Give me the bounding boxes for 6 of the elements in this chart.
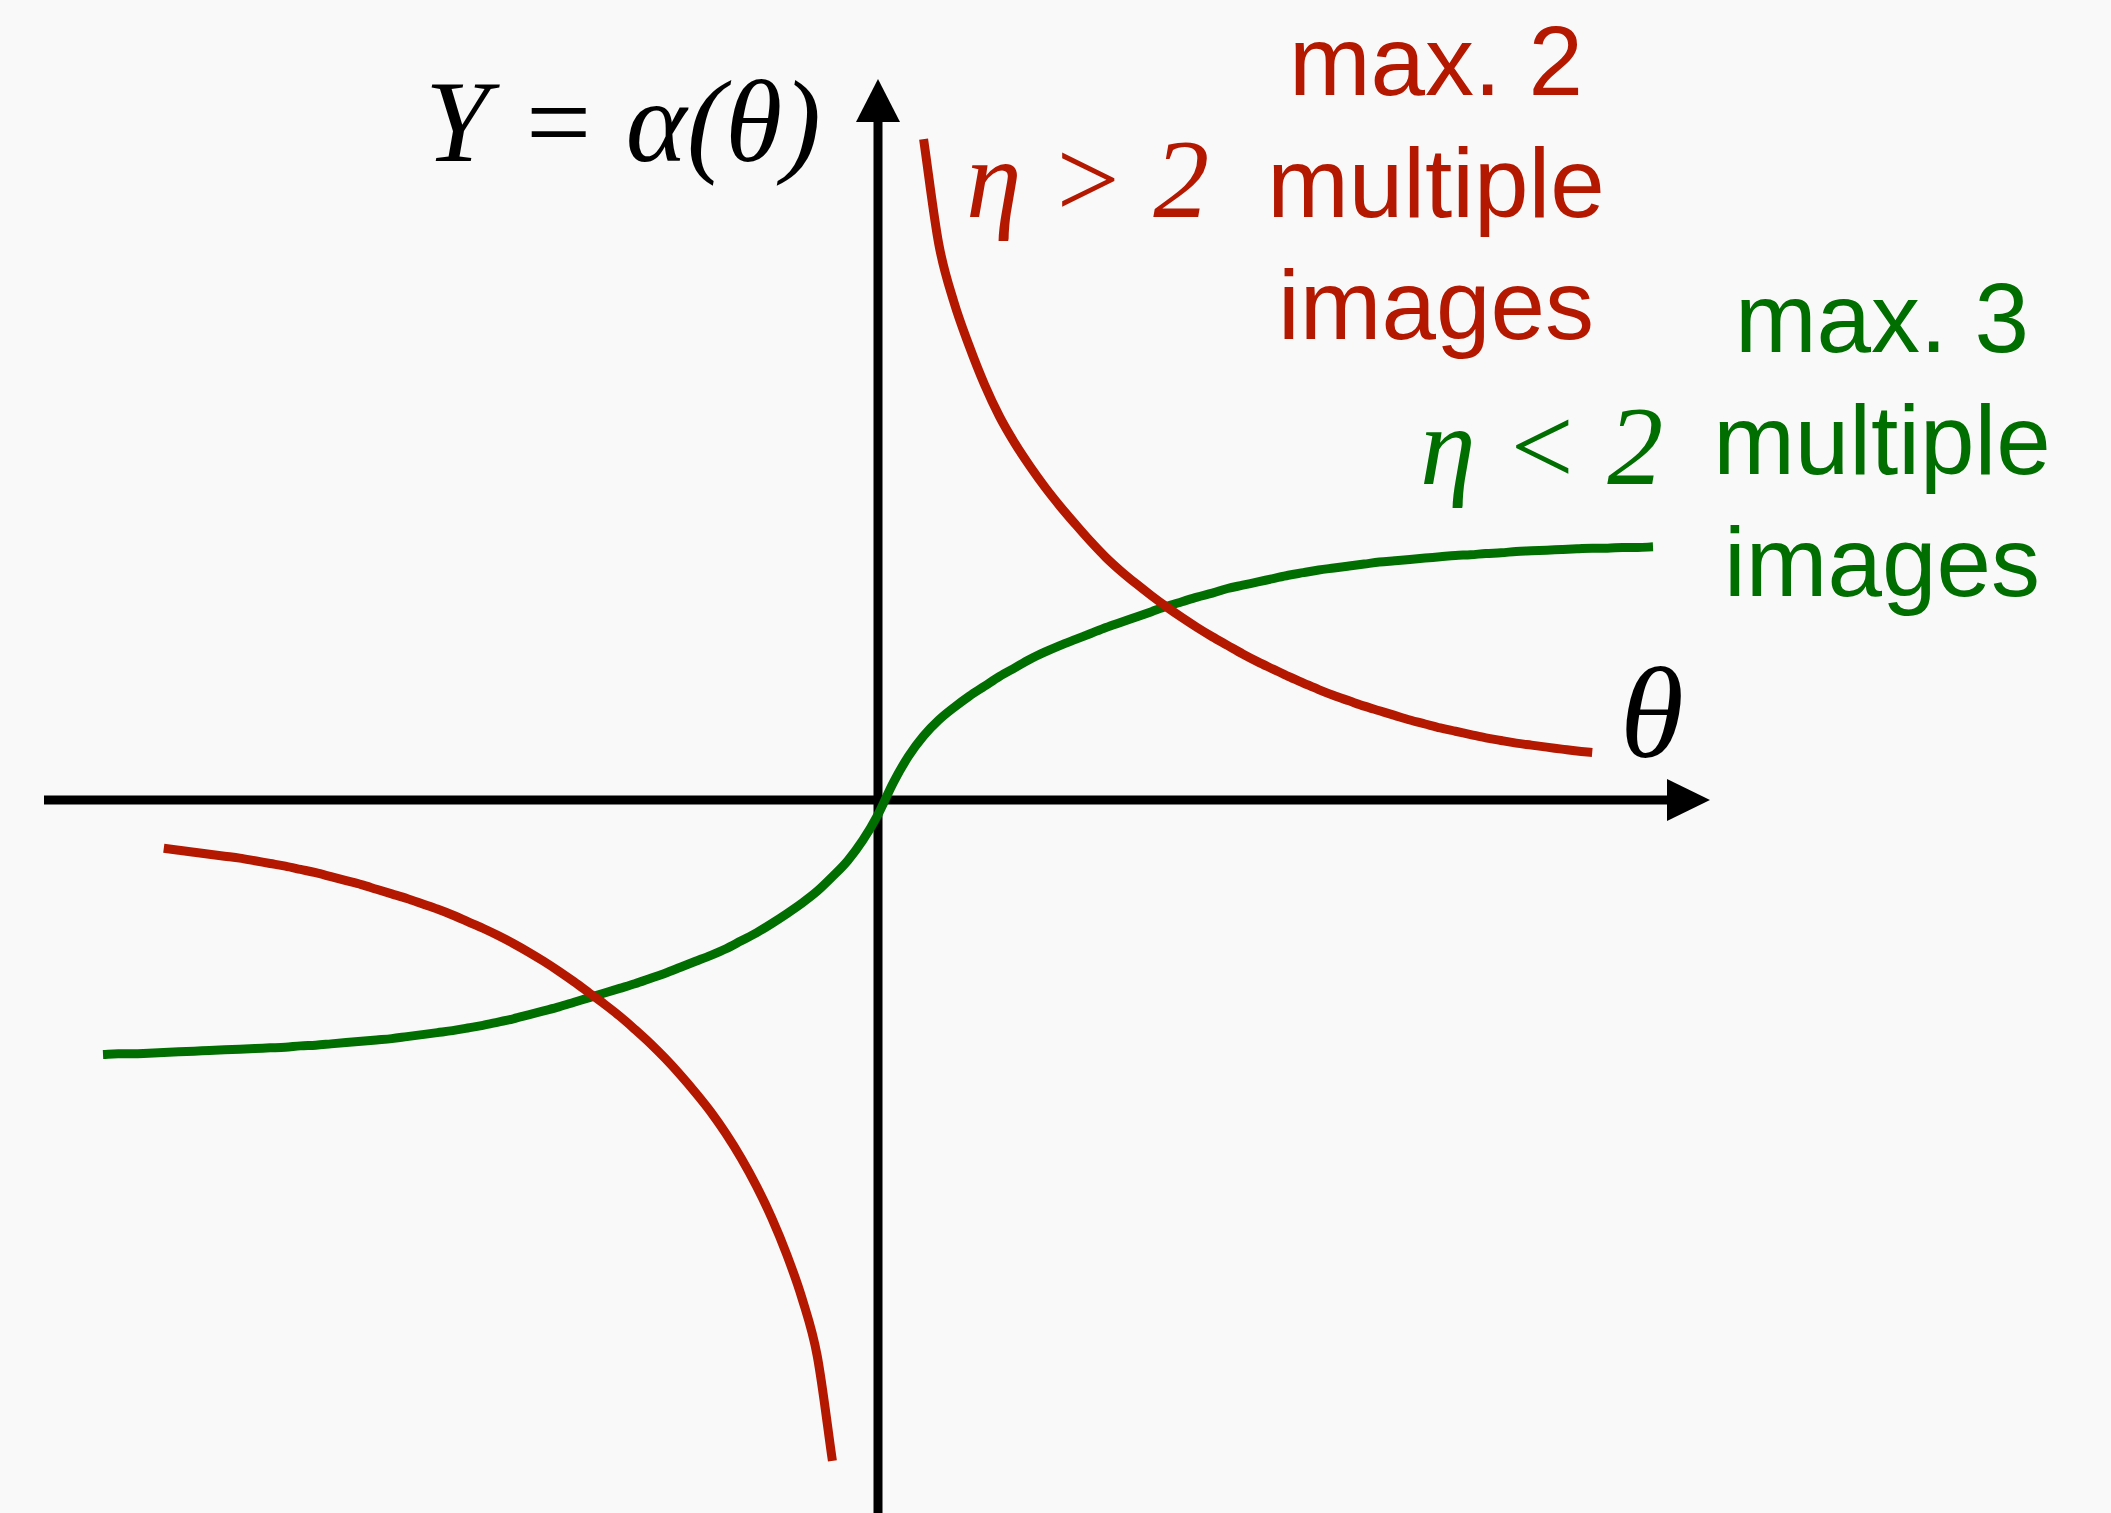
series-label: η > 2 <box>966 117 1210 241</box>
y-axis-title: Y = α(θ) <box>425 58 821 186</box>
annotation: max. 2 multiple images <box>1267 5 1605 362</box>
x-axis-title: θ <box>1620 641 1684 785</box>
text: max. 3 multiple images <box>1713 262 2051 619</box>
series-label: η < 2 <box>1420 384 1664 508</box>
